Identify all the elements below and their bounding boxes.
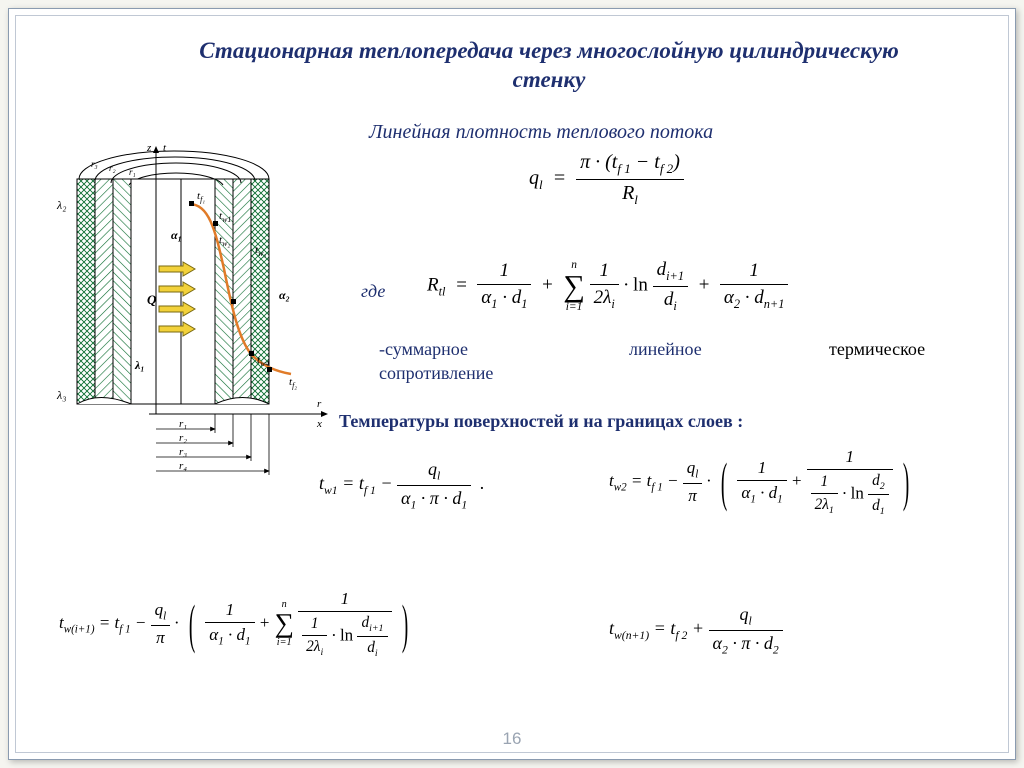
label-summary: -суммарное <box>379 339 468 360</box>
label-resistance: сопротивление <box>379 363 493 384</box>
equation-twi: tw(i+1) = tf 1 − ql π · ( 1 α1 · d1 + n … <box>59 589 414 659</box>
slide-subtitle: Линейная плотность теплового потока <box>369 121 713 144</box>
svg-text:r₁: r₁ <box>129 167 136 177</box>
svg-text:r: r <box>317 398 322 410</box>
svg-text:r₂: r₂ <box>109 163 116 173</box>
label-thermal: термическое <box>829 339 925 360</box>
equation-tw1: tw1 = tf 1 − ql α1 · π · d1 . <box>319 459 485 511</box>
subheader: Температуры поверхностей и на границах с… <box>339 411 743 432</box>
slide-frame: Стационарная теплопередача через многосл… <box>8 8 1016 760</box>
equation-tw2: tw2 = tf 1 − ql π · ( 1 α1 · d1 + 1 1 2λ… <box>609 447 915 517</box>
slide-title: Стационарная теплопередача через многосл… <box>179 37 919 95</box>
svg-text:α₂: α₂ <box>279 288 290 302</box>
equation-twn: tw(n+1) = tf 2 + ql α2 · π · d2 <box>609 604 783 656</box>
svg-text:r₄: r₄ <box>179 460 187 472</box>
svg-text:λ₂: λ₂ <box>56 198 66 212</box>
svg-text:λ₁: λ₁ <box>134 358 145 372</box>
label-where: где <box>361 281 385 302</box>
svg-text:t: t <box>163 142 167 154</box>
svg-text:r₂: r₂ <box>179 432 187 444</box>
svg-text:α₁: α₁ <box>171 228 182 242</box>
label-linear: линейное <box>629 339 702 360</box>
svg-text:r₃: r₃ <box>179 446 187 458</box>
svg-text:r₃: r₃ <box>91 159 98 169</box>
cylinder-diagram: z t r x Q λ₂ λ₃ λ₁ α₁ α₂ tf₁ tw1 tw₂ tw₃… <box>39 139 339 489</box>
equation-ql: ql = π · (tf 1 − tf 2) Rl <box>529 151 684 208</box>
svg-text:Q: Q <box>147 292 157 307</box>
svg-text:x: x <box>316 418 322 430</box>
svg-text:z: z <box>146 142 152 154</box>
svg-text:λ₃: λ₃ <box>56 388 66 402</box>
page-number: 16 <box>9 729 1015 749</box>
equation-rtl: Rtl = 1 α1 · d1 + n ∑ i=1 1 2λi · ln di+… <box>427 259 788 314</box>
svg-text:tf₂: tf₂ <box>289 376 297 390</box>
svg-text:r₁: r₁ <box>179 418 187 430</box>
